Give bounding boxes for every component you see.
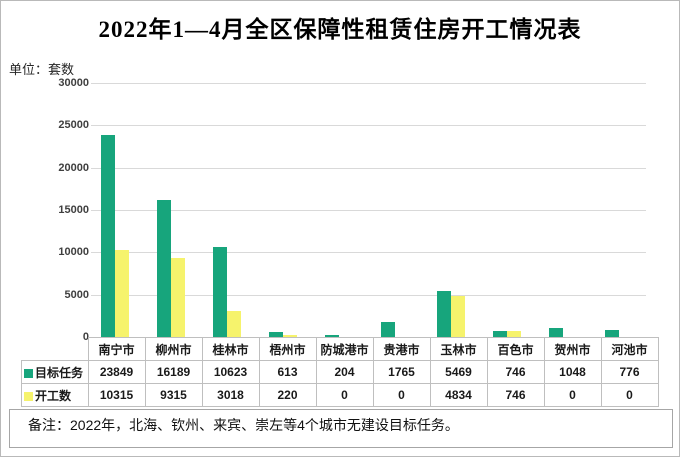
bar-target: [101, 135, 115, 337]
y-tick-label: 10000: [58, 246, 89, 259]
table-header-city: 贵港市: [372, 337, 431, 361]
gridline: [91, 252, 646, 254]
gridline: [91, 210, 646, 211]
y-tick-label: 20000: [58, 161, 89, 174]
bar-target: [269, 331, 283, 337]
unit-label: 单位：套数: [9, 62, 75, 77]
data-table: 南宁市 柳州市 桂林市 梧州市 防城港市 贵港市 玉林市 百色市 贺州市 河池市目标任务 23849…: [21, 337, 659, 407]
bar-target: [549, 328, 563, 337]
table-header-city: 南宁市: [87, 337, 146, 361]
bar-target: [157, 199, 171, 337]
table-value-cell: 10623: [201, 360, 260, 384]
bar-target: [325, 335, 339, 337]
table-header-city: 贺州市: [543, 337, 602, 361]
table-row-label: 目标任务: [21, 360, 89, 384]
remark-box: 备注：2022年，北海、钦州、来宾、崇左等4个城市无建设目标任务。: [9, 409, 673, 448]
y-tick-label: 25000: [58, 119, 89, 132]
table-value-cell: 16189: [144, 360, 203, 384]
y-tick-label: 30000: [58, 77, 89, 89]
bar-target: [381, 322, 395, 337]
remark-text: 备注：2022年，北海、钦州、来宾、崇左等4个城市无建设目标任务。: [28, 417, 459, 433]
bar-started: [507, 330, 521, 337]
table-value-cell: 0: [543, 383, 602, 407]
table-value-cell: 3018: [201, 383, 260, 407]
table-header-city: 梧州市: [258, 337, 317, 361]
y-tick-label: 5000: [64, 288, 89, 301]
bar-started: [227, 311, 241, 337]
table-corner-cell: [22, 338, 89, 361]
legend-swatch-target: [24, 368, 33, 378]
series-name: 目标任务: [35, 365, 84, 380]
bar-started: [283, 335, 297, 337]
gridline: [91, 125, 646, 127]
table-value-cell: 0: [600, 383, 659, 407]
bar-started: [115, 249, 129, 337]
bar-target: [493, 330, 507, 337]
table-header-city: 玉林市: [429, 337, 488, 361]
table-value-cell: 0: [315, 383, 374, 407]
table-header-city: 百色市: [486, 337, 545, 361]
table-header-city: 桂林市: [201, 337, 260, 361]
table-value-cell: 1765: [372, 360, 431, 384]
bar-started: [171, 258, 185, 337]
table-value-cell: 220: [258, 383, 317, 407]
table-header-city: 河池市: [600, 337, 659, 361]
gridline: [91, 294, 646, 296]
series-name: 开工数: [35, 388, 72, 403]
table-value-cell: 776: [600, 360, 659, 384]
table-row-label: 开工数: [21, 383, 89, 407]
table-header-city: 柳州市: [144, 337, 203, 361]
table-value-cell: 23849: [87, 360, 146, 384]
table-value-cell: 204: [315, 360, 374, 384]
table-value-cell: 5469: [429, 360, 488, 384]
legend-swatch-started: [24, 391, 33, 401]
gridline: [91, 83, 646, 84]
table-value-cell: 746: [486, 383, 545, 407]
table-header-city: 防城港市: [315, 337, 374, 361]
bar-target: [605, 330, 619, 337]
table-value-cell: 1048: [543, 360, 602, 384]
table-value-cell: 746: [486, 360, 545, 384]
table-value-cell: 0: [372, 383, 431, 407]
gridline: [91, 167, 646, 169]
table-value-cell: 9315: [144, 383, 203, 407]
bar-started: [451, 296, 465, 337]
y-tick-label: 0: [82, 331, 89, 343]
table-value-cell: 613: [258, 360, 317, 384]
table-value-cell: 4834: [429, 383, 488, 407]
table-value-cell: 10315: [87, 383, 146, 407]
bar-target: [437, 290, 451, 337]
y-tick-label: 15000: [58, 204, 89, 216]
bar-target: [213, 247, 227, 337]
chart-title: 2022年1—4月全区保障性租赁住房开工情况表: [98, 17, 582, 42]
